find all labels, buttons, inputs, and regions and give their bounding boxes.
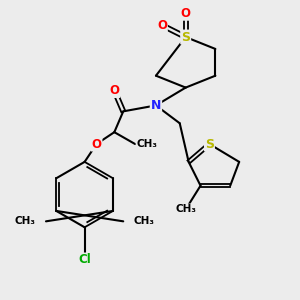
Text: S: S	[181, 31, 190, 44]
Text: Cl: Cl	[78, 254, 91, 266]
Text: O: O	[92, 138, 101, 151]
Text: O: O	[157, 19, 167, 32]
Text: O: O	[181, 7, 191, 20]
Text: CH₃: CH₃	[134, 216, 155, 226]
Text: O: O	[109, 84, 119, 97]
Text: CH₃: CH₃	[136, 139, 158, 149]
Text: CH₃: CH₃	[175, 204, 196, 214]
Text: S: S	[205, 138, 214, 151]
Text: N: N	[151, 99, 161, 112]
Text: CH₃: CH₃	[15, 216, 36, 226]
